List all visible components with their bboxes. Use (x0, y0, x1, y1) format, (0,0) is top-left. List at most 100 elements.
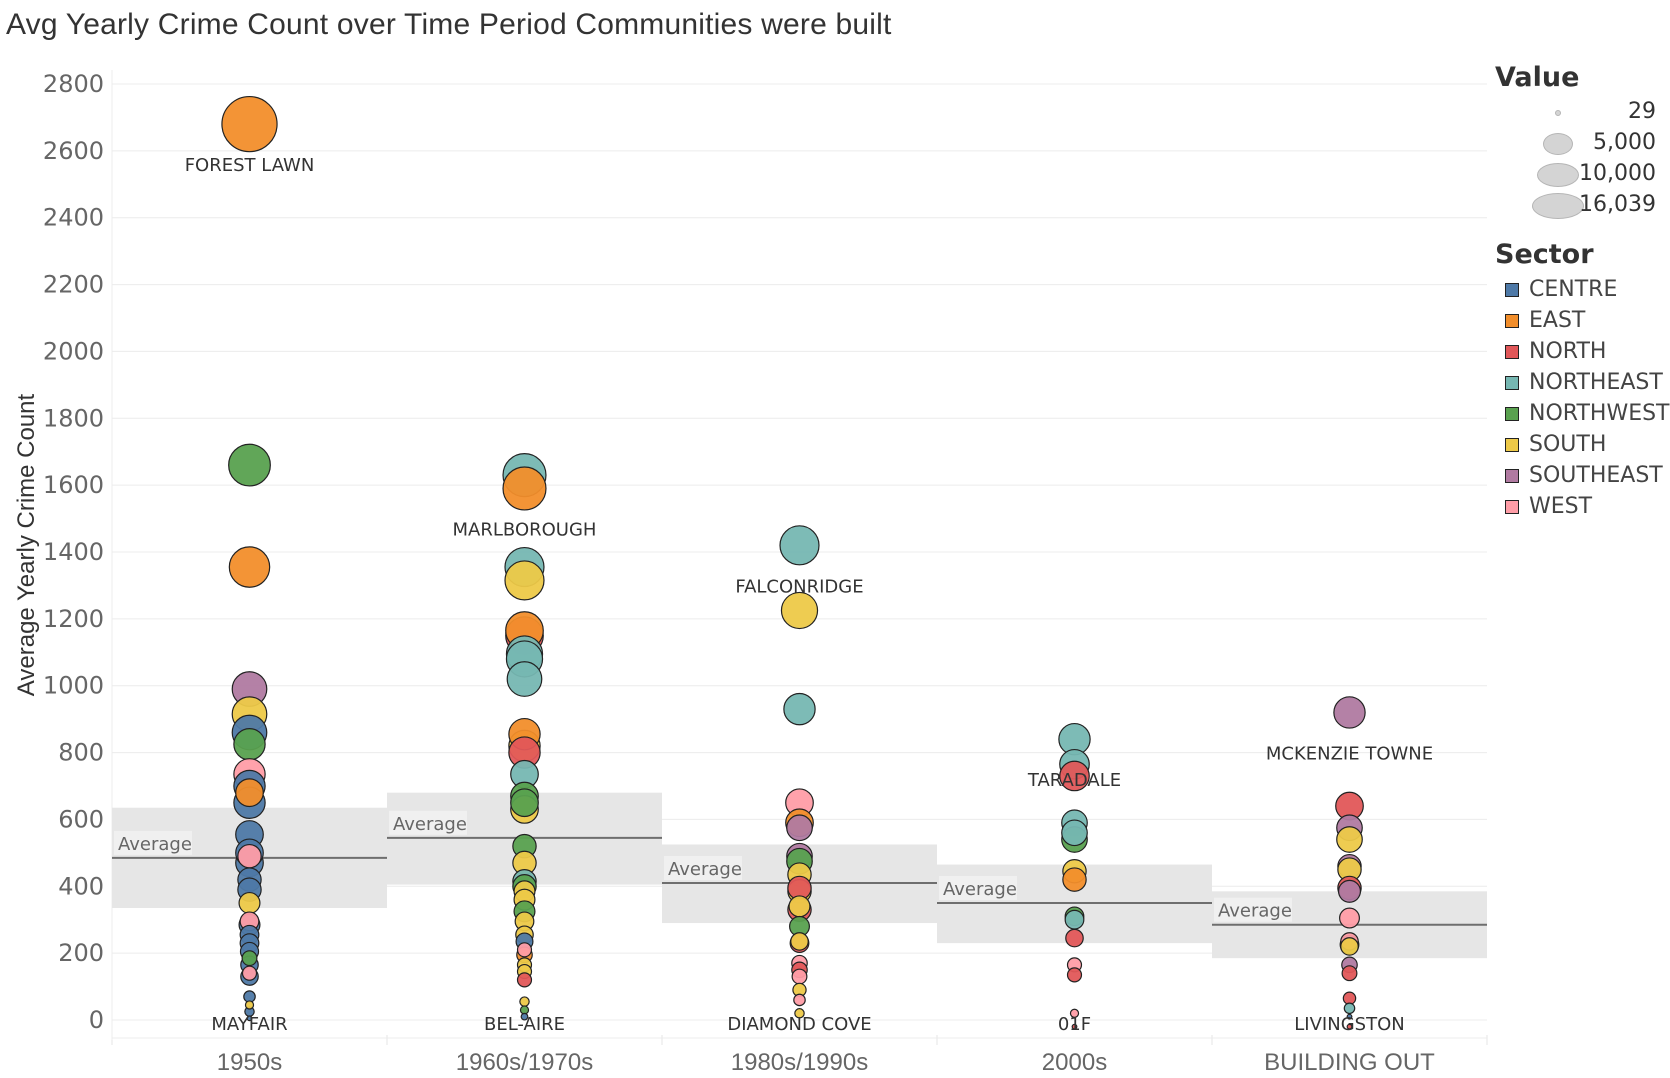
data-point[interactable] (1333, 696, 1366, 729)
size-circle-icon (1543, 133, 1573, 155)
color-swatch-icon (1505, 437, 1519, 452)
sector-legend-item[interactable]: NORTH (1495, 336, 1670, 367)
sector-legend-item[interactable]: SOUTHEAST (1495, 460, 1670, 491)
average-label: Average (1218, 901, 1292, 922)
point-label: FOREST LAWN (185, 155, 315, 176)
data-point[interactable] (1346, 1013, 1353, 1020)
data-points (221, 95, 1366, 1030)
data-point[interactable] (221, 95, 278, 153)
point-label: MARLBOROUGH (453, 519, 597, 540)
data-point[interactable] (1061, 819, 1088, 847)
data-point[interactable] (241, 950, 258, 967)
sector-name: EAST (1529, 308, 1586, 333)
data-point[interactable] (1343, 1002, 1356, 1015)
data-point[interactable] (228, 546, 271, 588)
data-point[interactable] (233, 727, 266, 761)
average-label: Average (668, 859, 742, 880)
size-circle-icon (1537, 163, 1579, 187)
sector-legend-item[interactable]: SOUTH (1495, 429, 1670, 460)
color-legend: CENTRE EAST NORTH NORTHEAST NORTHWEST SOUTH SO… (1495, 274, 1670, 522)
data-point[interactable] (791, 968, 808, 985)
chart-title: Avg Yearly Crime Count over Time Period … (6, 8, 892, 41)
data-point[interactable] (783, 692, 816, 726)
data-point[interactable] (506, 661, 543, 697)
sector-legend-item[interactable]: EAST (1495, 305, 1670, 336)
data-point[interactable] (1069, 1008, 1080, 1018)
data-point[interactable] (241, 965, 258, 981)
size-legend-item: 16,039 (1495, 190, 1670, 221)
average-label: Average (943, 879, 1017, 900)
point-label: MAYFAIR (211, 1014, 287, 1035)
data-point[interactable] (780, 591, 819, 630)
size-legend-value: 5,000 (1593, 130, 1656, 155)
data-point[interactable] (1071, 1023, 1078, 1030)
y-tick-label: 800 (58, 739, 104, 767)
data-point[interactable] (1062, 867, 1087, 892)
data-point[interactable] (504, 560, 545, 601)
data-point[interactable] (786, 814, 813, 842)
sector-name: SOUTHEAST (1529, 463, 1663, 488)
x-tick-label: 1950s (217, 1049, 282, 1076)
y-tick-label: 2400 (43, 204, 104, 232)
y-tick-label: 0 (89, 1006, 104, 1034)
y-tick-label: 2200 (43, 271, 104, 299)
data-point[interactable] (1064, 909, 1085, 930)
data-point[interactable] (1346, 1023, 1353, 1030)
data-point[interactable] (516, 972, 533, 988)
sector-name: SOUTH (1529, 432, 1607, 457)
data-point[interactable] (228, 443, 271, 487)
size-legend-value: 10,000 (1579, 161, 1656, 186)
y-tick-label: 1000 (43, 672, 104, 700)
sector-legend-item[interactable]: CENTRE (1495, 274, 1670, 305)
y-tick-label: 200 (58, 939, 104, 967)
size-circle-icon (1532, 193, 1584, 219)
average-label-bg (389, 810, 467, 835)
size-legend-item: 10,000 (1495, 159, 1670, 190)
data-point[interactable] (793, 993, 806, 1007)
data-point[interactable] (1337, 879, 1362, 903)
average-label-bg (1214, 897, 1292, 922)
data-point[interactable] (237, 843, 262, 869)
sector-legend-item[interactable]: NORTHWEST (1495, 398, 1670, 429)
point-label: 01F (1058, 1014, 1091, 1035)
x-tick-label: BUILDING OUT (1264, 1049, 1435, 1076)
data-point[interactable] (779, 525, 820, 566)
color-swatch-icon (1505, 468, 1519, 483)
data-point[interactable] (794, 1008, 805, 1019)
data-point[interactable] (510, 788, 539, 818)
size-legend-value: 16,039 (1579, 192, 1656, 217)
point-label: FALCONRIDGE (735, 576, 863, 597)
sector-legend-item[interactable]: WEST (1495, 491, 1670, 522)
x-tick-label: 1960s/1970s (456, 1049, 593, 1076)
y-axis-label: Average Yearly Crime Count (13, 393, 40, 696)
average-label: Average (393, 814, 467, 835)
sector-legend-item[interactable]: NORTHEAST (1495, 367, 1670, 398)
data-point[interactable] (1066, 967, 1083, 983)
y-axis-ticks: 0 200 400 600 800 1000 1200 1400 1600 1800 2000 220… (43, 70, 104, 1034)
data-point[interactable] (244, 1000, 255, 1010)
color-swatch-icon (1505, 406, 1519, 421)
sector-name: NORTHWEST (1529, 401, 1670, 426)
y-tick-label: 2000 (43, 337, 104, 365)
color-legend-title: Sector (1495, 239, 1594, 270)
data-point[interactable] (790, 932, 809, 951)
data-point[interactable] (502, 466, 547, 511)
average-label-bg (939, 876, 1017, 900)
data-point[interactable] (246, 1015, 253, 1022)
data-point[interactable] (520, 1012, 529, 1021)
data-point[interactable] (1336, 826, 1363, 853)
point-label: DIAMOND COVE (727, 1014, 871, 1035)
data-point[interactable] (1339, 907, 1360, 929)
data-point[interactable] (1065, 928, 1084, 948)
data-point[interactable] (788, 895, 811, 918)
x-axis-ticks: 1950s 1960s/1970s 1980s/1990s 2000s BUILDING… (217, 1049, 1435, 1076)
data-point[interactable] (1341, 965, 1358, 982)
point-label: LIVINGSTON (1294, 1014, 1404, 1035)
y-tick-label: 400 (58, 872, 104, 900)
data-point[interactable] (235, 778, 264, 808)
data-point[interactable] (519, 996, 530, 1007)
data-point[interactable] (1340, 937, 1359, 956)
data-point[interactable] (516, 942, 533, 958)
data-point[interactable] (1059, 760, 1090, 792)
data-point[interactable] (238, 891, 261, 915)
